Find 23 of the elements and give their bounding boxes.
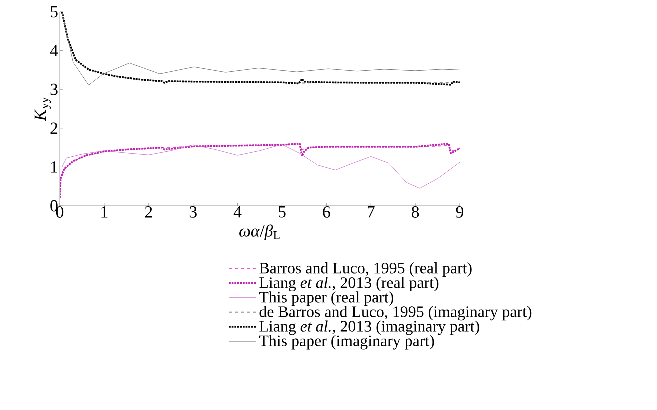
x-tick-label: 5	[278, 206, 286, 218]
line-series	[62, 144, 460, 189]
legend-label: This paper (imaginary part)	[259, 335, 434, 350]
legend-label: Barros and Luco, 1995 (real part)	[260, 262, 472, 277]
x-tick-label: 2	[145, 206, 152, 218]
y-tick-label: 2	[50, 122, 58, 134]
x-tick-label: 6	[323, 206, 330, 218]
legend-label: This paper (real part)	[259, 292, 394, 306]
legend-label: de Barros and Luco, 1995 (imaginary part)	[260, 306, 532, 321]
x-tick-label: 4	[234, 206, 242, 218]
y-tick-label: 1	[51, 162, 58, 173]
legend-label: Liang et al., 2013 (imaginary part)	[260, 320, 480, 336]
x-tick-label: 9	[456, 206, 464, 218]
y-tick-label: 5	[50, 6, 58, 18]
y-tick-label: 3	[50, 84, 58, 96]
x-tick-label: 1	[102, 206, 108, 218]
x-tick-label: 7	[368, 206, 375, 218]
x-tick-label: 3	[190, 206, 197, 218]
legend-label: Liang et al., 2013 (real part)	[260, 277, 439, 292]
x-axis-title: ωα/β$_{L}$	[240, 224, 280, 240]
x-tick-label: 8	[412, 206, 420, 218]
y-tick-label: 4	[50, 45, 58, 56]
y-axis-title: K$_{yy}$	[34, 97, 52, 122]
